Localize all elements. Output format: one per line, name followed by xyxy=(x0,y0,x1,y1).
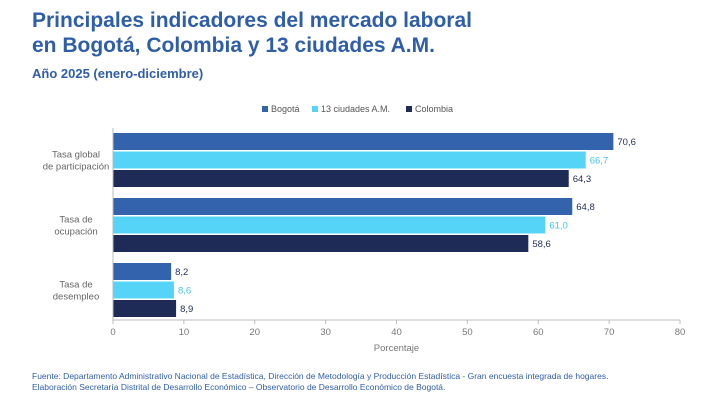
footer-line-2: Elaboración Secretaría Distrital de Desa… xyxy=(32,382,446,392)
x-tick-label-1: 10 xyxy=(179,327,190,338)
data-label-1-2: 58,6 xyxy=(532,239,551,250)
data-label-2-0: 8,2 xyxy=(175,267,188,278)
data-label-0-1: 66,7 xyxy=(590,156,609,167)
bar-chart: Bogotá 13 ciudades A.M. Colombia 70,6 66,7 64… xyxy=(43,104,686,354)
x-tick-label-0: 0 xyxy=(110,327,115,338)
bar-0-1 xyxy=(113,151,586,169)
category-label-0-0: Tasa global xyxy=(52,150,100,161)
bar-1-0 xyxy=(113,198,573,215)
x-tick-label-7: 70 xyxy=(604,327,615,338)
x-tick-label-2: 20 xyxy=(249,327,260,338)
bar-0-0 xyxy=(113,133,614,150)
legend-label-2: Colombia xyxy=(415,104,453,114)
legend-swatch-2 xyxy=(406,106,412,112)
category-label-2-0: Tasa de xyxy=(59,280,92,291)
bar-0-2 xyxy=(113,170,569,187)
x-axis-label: Porcentaje xyxy=(374,343,419,354)
category-label-1-0: Tasa de xyxy=(59,215,92,226)
legend-swatch-1 xyxy=(312,106,318,112)
x-tick-label-8: 80 xyxy=(675,327,686,338)
data-label-2-1: 8,6 xyxy=(178,286,191,297)
category-label-2-1: desempleo xyxy=(53,292,99,303)
bar-1-2 xyxy=(113,235,529,252)
chart-title: Principales indicadores del mercado labo… xyxy=(32,8,692,58)
legend-label-0: Bogotá xyxy=(271,104,300,114)
data-label-1-1: 61,0 xyxy=(549,221,568,232)
bar-2-2 xyxy=(113,300,177,317)
category-label-1-1: ocupación xyxy=(54,227,97,238)
title-line-1: Principales indicadores del mercado labo… xyxy=(32,9,472,32)
x-tick-label-4: 40 xyxy=(391,327,402,338)
data-label-2-2: 8,9 xyxy=(180,304,193,315)
data-label-1-0: 64,8 xyxy=(576,202,595,213)
footer-line-1: Fuente: Departamento Administrativo Naci… xyxy=(32,371,609,381)
category-label-0-1: de participación xyxy=(43,162,110,173)
bar-2-1 xyxy=(113,281,174,299)
data-label-0-0: 70,6 xyxy=(617,137,636,148)
legend-swatch-0 xyxy=(262,106,268,112)
source-footer: Fuente: Departamento Administrativo Naci… xyxy=(32,371,702,393)
bar-2-0 xyxy=(113,263,172,280)
bar-1-1 xyxy=(113,216,546,234)
legend-label-1: 13 ciudades A.M. xyxy=(321,104,390,114)
chart-subtitle: Año 2025 (enero-diciembre) xyxy=(32,66,204,81)
title-line-2: en Bogotá, Colombia y 13 ciudades A.M. xyxy=(32,34,435,57)
x-tick-label-3: 30 xyxy=(320,327,331,338)
x-tick-label-5: 50 xyxy=(462,327,473,338)
data-label-0-2: 64,3 xyxy=(573,174,592,185)
x-tick-label-6: 60 xyxy=(533,327,544,338)
